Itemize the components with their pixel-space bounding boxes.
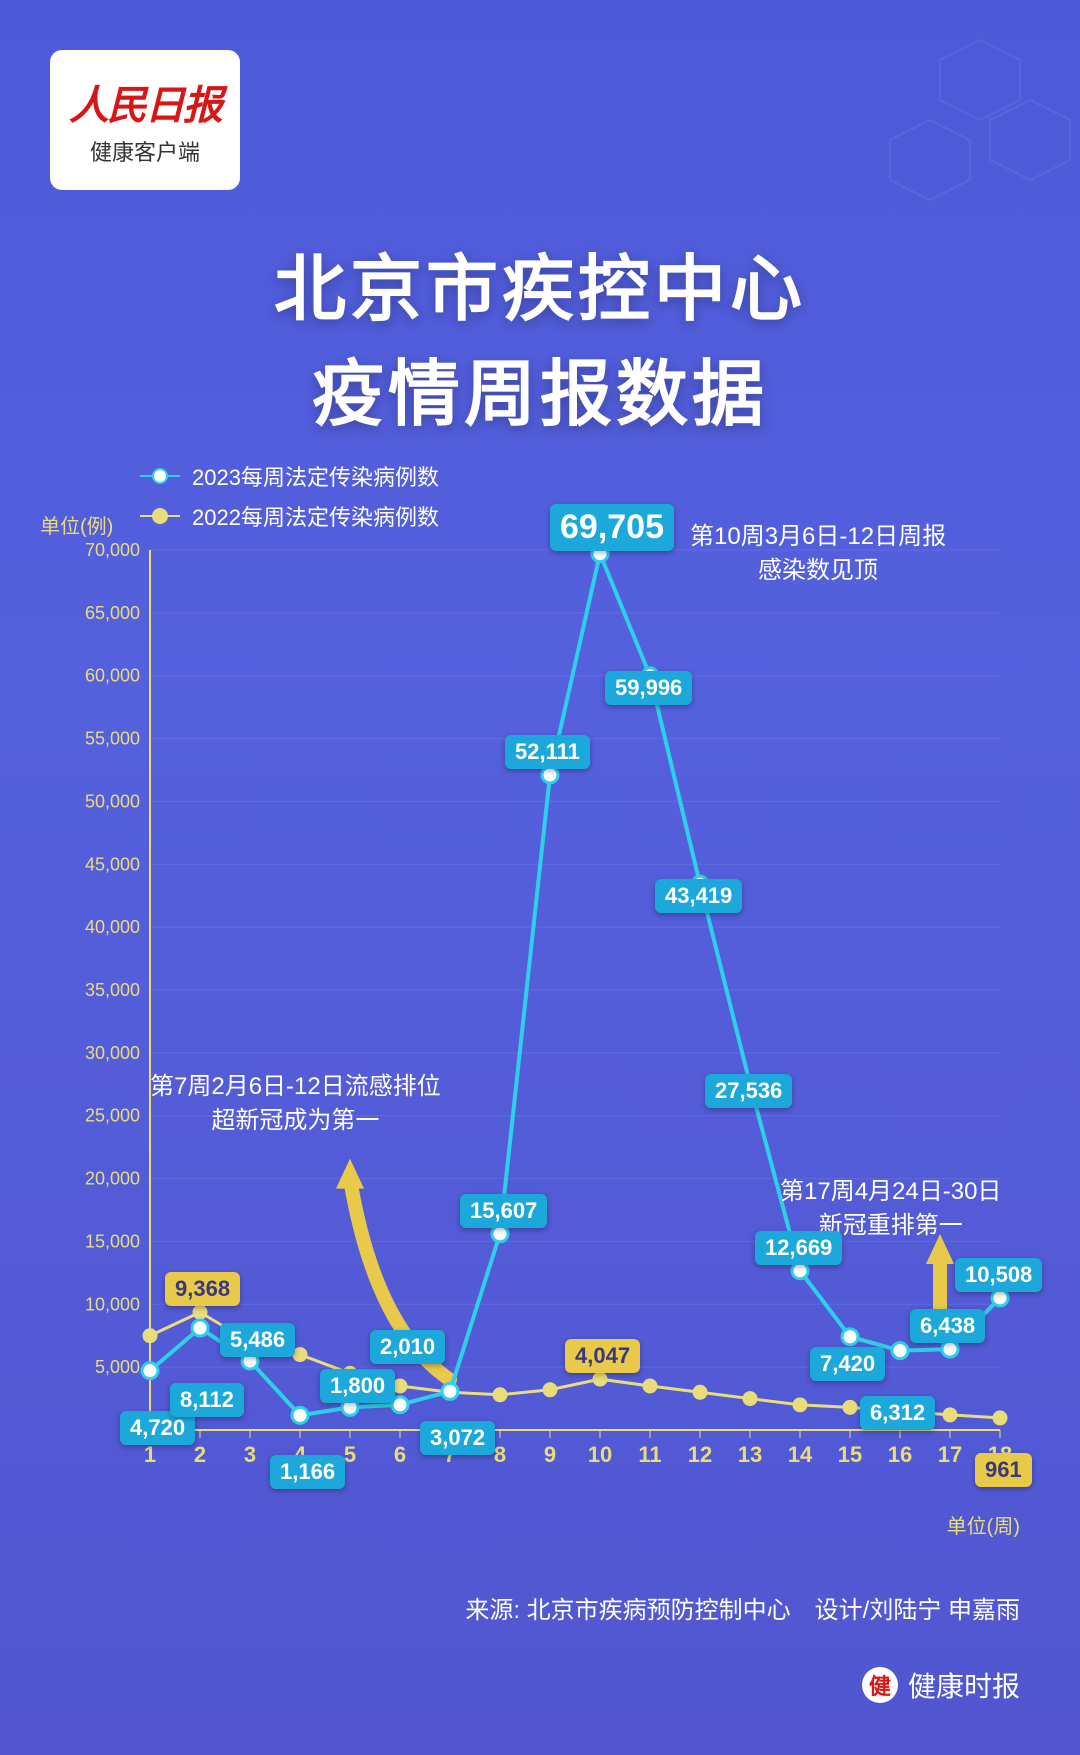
svg-text:50,000: 50,000 xyxy=(85,791,140,811)
data-label-2023: 15,607 xyxy=(460,1194,547,1228)
logo-sub: 健康客户端 xyxy=(90,135,200,167)
svg-text:2: 2 xyxy=(194,1442,206,1467)
data-label-2022: 9,368 xyxy=(165,1272,240,1306)
data-label-2023: 2,010 xyxy=(370,1330,445,1364)
data-label-2023: 6,312 xyxy=(860,1396,935,1430)
legend-item-2023: .legend-item:nth-child(1) .legend-marker… xyxy=(140,460,439,492)
svg-text:9: 9 xyxy=(544,1442,556,1467)
data-label-2022: 961 xyxy=(975,1453,1032,1487)
x-axis-label: 单位(周) xyxy=(947,1510,1020,1539)
page-title: 北京市疾控中心 疫情周报数据 xyxy=(0,230,1080,440)
svg-text:1: 1 xyxy=(144,1442,156,1467)
data-label-2023: 12,669 xyxy=(755,1231,842,1265)
title-line1: 北京市疾控中心 xyxy=(0,230,1080,335)
legend-label-2023: 2023每周法定传染病例数 xyxy=(192,460,439,492)
data-label-2023: 10,508 xyxy=(955,1258,1042,1292)
svg-text:25,000: 25,000 xyxy=(85,1106,140,1126)
svg-text:5: 5 xyxy=(344,1442,356,1467)
svg-text:16: 16 xyxy=(888,1442,912,1467)
data-label-2023: 52,111 xyxy=(505,735,590,769)
svg-text:14: 14 xyxy=(788,1442,813,1467)
svg-text:65,000: 65,000 xyxy=(85,603,140,623)
svg-text:60,000: 60,000 xyxy=(85,666,140,686)
footer-source: 来源: 北京市疾病预防控制中心 设计/刘陆宁 申嘉雨 xyxy=(465,1590,1020,1625)
svg-text:12: 12 xyxy=(688,1442,712,1467)
data-label-2023: 3,072 xyxy=(420,1421,495,1455)
annotation-week7: 第7周2月6日-12日流感排位 超新冠成为第一 xyxy=(150,1070,441,1137)
svg-text:55,000: 55,000 xyxy=(85,729,140,749)
svg-text:70,000: 70,000 xyxy=(85,540,140,560)
data-label-2023: 69,705 xyxy=(550,504,674,551)
data-label-2023: 7,420 xyxy=(810,1347,885,1381)
svg-text:20,000: 20,000 xyxy=(85,1169,140,1189)
legend-label-2022: 2022每周法定传染病例数 xyxy=(192,500,439,532)
data-label-2023: 27,536 xyxy=(705,1074,792,1108)
legend-item-2022: .legend-item:nth-child(2) .legend-marker… xyxy=(140,500,439,532)
brand-icon: 健 xyxy=(862,1667,898,1703)
svg-text:13: 13 xyxy=(738,1442,762,1467)
svg-text:30,000: 30,000 xyxy=(85,1043,140,1063)
svg-text:10,000: 10,000 xyxy=(85,1294,140,1314)
legend: .legend-item:nth-child(1) .legend-marker… xyxy=(140,460,439,540)
svg-text:15: 15 xyxy=(838,1442,862,1467)
svg-text:35,000: 35,000 xyxy=(85,980,140,1000)
title-line2: 疫情周报数据 xyxy=(0,335,1080,440)
svg-text:8: 8 xyxy=(494,1442,506,1467)
data-label-2022: 4,047 xyxy=(565,1339,640,1373)
svg-text:10: 10 xyxy=(588,1442,612,1467)
data-label-2023: 5,486 xyxy=(220,1323,295,1357)
annotation-peak: 第10周3月6日-12日周报 感染数见顶 xyxy=(690,520,946,587)
footer-brand: 健 健康时报 xyxy=(862,1665,1020,1705)
data-label-2023: 6,438 xyxy=(910,1309,985,1343)
svg-text:40,000: 40,000 xyxy=(85,917,140,937)
data-label-2023: 8,112 xyxy=(170,1383,244,1417)
svg-text:15,000: 15,000 xyxy=(85,1231,140,1251)
svg-text:11: 11 xyxy=(638,1442,661,1467)
logo: 人民日报 健康客户端 xyxy=(50,50,240,190)
logo-main: 人民日报 xyxy=(69,73,221,131)
data-label-2023: 43,419 xyxy=(655,879,742,913)
svg-text:3: 3 xyxy=(244,1442,256,1467)
svg-text:45,000: 45,000 xyxy=(85,854,140,874)
data-label-2023: 59,996 xyxy=(605,671,692,705)
svg-text:5,000: 5,000 xyxy=(95,1357,140,1377)
svg-text:17: 17 xyxy=(938,1442,962,1467)
data-label-2023: 1,166 xyxy=(270,1455,345,1489)
svg-text:6: 6 xyxy=(394,1442,406,1467)
data-label-2023: 1,800 xyxy=(320,1369,395,1403)
